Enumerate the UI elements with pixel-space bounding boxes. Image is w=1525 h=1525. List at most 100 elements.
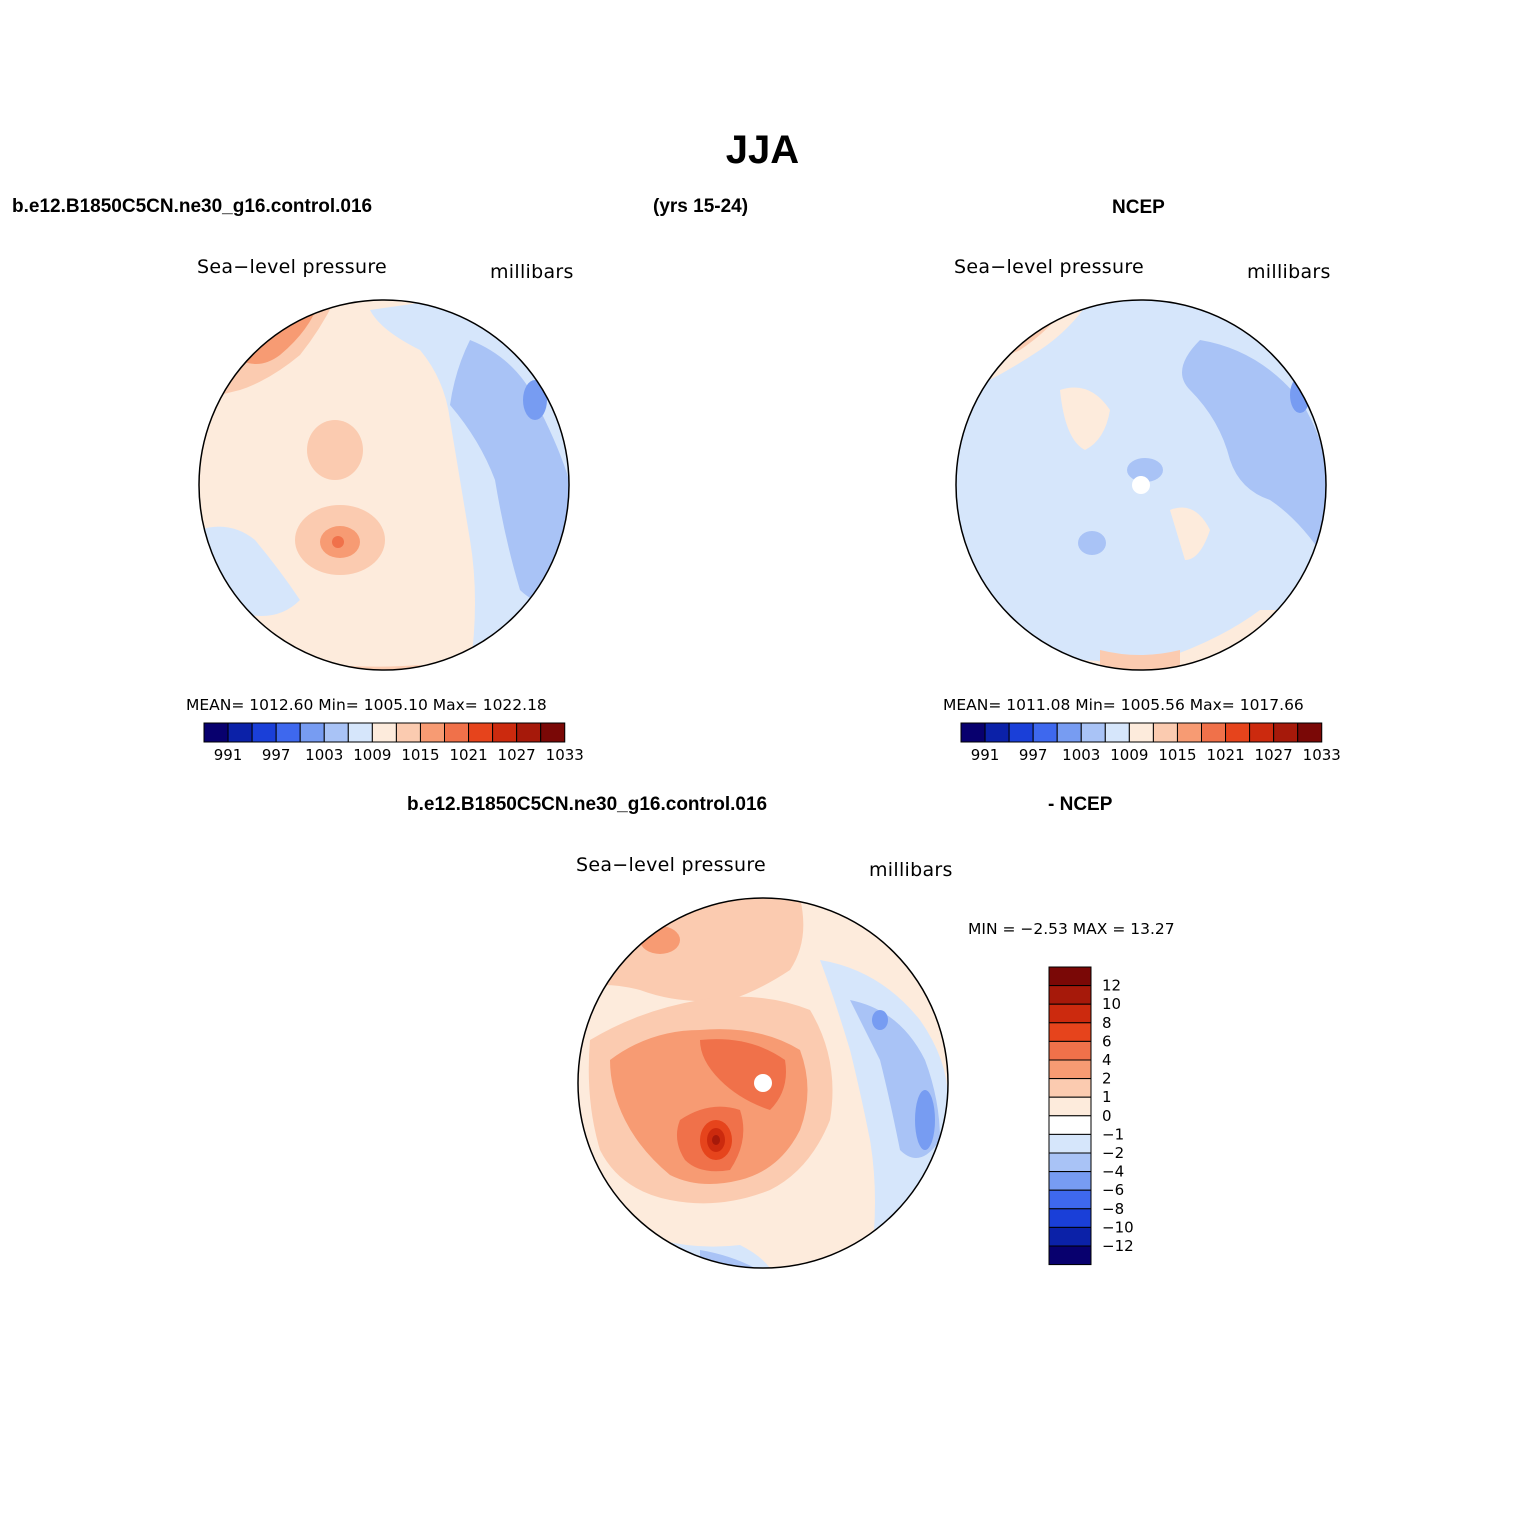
colorbar-tick-label: −6 — [1102, 1181, 1124, 1199]
colorbar-tick-label: −1 — [1102, 1125, 1124, 1143]
colorbar-swatch — [1080, 722, 1106, 743]
colorbar-tick-label: −10 — [1102, 1218, 1134, 1236]
years-header: (yrs 15-24) — [653, 196, 749, 217]
diff-units-label: millibars — [869, 859, 953, 881]
obs-header: NCEP — [1112, 197, 1165, 218]
diff-case-header: b.e12.B1850C5CN.ne30_g16.control.016 — [407, 794, 768, 815]
colorbar-swatch — [1056, 722, 1082, 743]
colorbar-swatch — [1048, 1096, 1092, 1117]
colorbar-tick-label: 12 — [1102, 977, 1121, 995]
colorbar-swatch — [1008, 722, 1034, 743]
colorbar-swatch — [1048, 1059, 1092, 1080]
colorbar-swatch — [516, 722, 542, 743]
colorbar-tick-label: 0 — [1102, 1107, 1112, 1125]
colorbar-tick-label: 1021 — [1206, 746, 1244, 764]
colorbar-swatch — [1048, 1133, 1092, 1154]
colorbar-swatch — [395, 722, 421, 743]
colorbar-tick-label: 991 — [971, 746, 1000, 764]
diff-obs-header: - NCEP — [1048, 794, 1113, 815]
colorbar-tick-label: −8 — [1102, 1200, 1124, 1218]
colorbar-swatch — [299, 722, 325, 743]
colorbar-tick-label: 1021 — [449, 746, 487, 764]
colorbar-tick-label: 6 — [1102, 1032, 1112, 1050]
colorbar-swatch — [1032, 722, 1058, 743]
model-stats: MEAN= 1012.60 Min= 1005.10 Max= 1022.18 — [186, 696, 547, 714]
colorbar-tick-label: 1 — [1102, 1088, 1112, 1106]
colorbar-swatch — [227, 722, 253, 743]
obs-units-label: millibars — [1247, 261, 1331, 283]
diff-map — [577, 897, 949, 1269]
colorbar-tick-label: −12 — [1102, 1237, 1134, 1255]
obs-stats: MEAN= 1011.08 Min= 1005.56 Max= 1017.66 — [943, 696, 1304, 714]
colorbar-tick-label: 1015 — [1158, 746, 1196, 764]
colorbar-swatch — [1048, 1171, 1092, 1191]
model-map — [198, 299, 570, 671]
colorbar-swatch — [1104, 722, 1130, 743]
colorbar-swatch — [1048, 1189, 1092, 1210]
model-colorbar: 991 997 1003 1009 1015 1021 1027 1033 — [203, 722, 584, 764]
colorbar-tick-label: −2 — [1102, 1144, 1124, 1162]
colorbar-swatch — [1048, 966, 1092, 987]
colorbar-tick-label: 2 — [1102, 1070, 1112, 1088]
colorbar-swatch — [1048, 1040, 1092, 1061]
colorbar-swatch — [444, 722, 470, 743]
colorbar-swatch — [1048, 1152, 1092, 1173]
model-variable-label: Sea−level pressure — [197, 256, 388, 278]
colorbar-swatch — [1273, 722, 1299, 743]
colorbar-swatch — [1048, 1226, 1092, 1247]
colorbar-tick-label: −4 — [1102, 1163, 1124, 1181]
colorbar-tick-label: 1003 — [305, 746, 343, 764]
colorbar-swatch — [468, 722, 494, 743]
colorbar-tick-label: 1009 — [1110, 746, 1148, 764]
colorbar-swatch — [1249, 722, 1275, 743]
colorbar-swatch — [371, 722, 397, 743]
colorbar-swatch — [1048, 1115, 1092, 1135]
colorbar-swatch — [275, 722, 301, 743]
colorbar-tick-label: 1003 — [1062, 746, 1100, 764]
colorbar-swatch — [203, 722, 229, 743]
colorbar-swatch — [1201, 722, 1227, 743]
colorbar-tick-label: 1033 — [546, 746, 584, 764]
colorbar-tick-label: 10 — [1102, 995, 1121, 1013]
colorbar-tick-label: 4 — [1102, 1051, 1112, 1069]
colorbar-tick-label: 1033 — [1303, 746, 1341, 764]
colorbar-swatch — [1297, 722, 1323, 743]
colorbar-swatch — [1048, 1078, 1092, 1098]
colorbar-swatch — [1152, 722, 1178, 743]
colorbar-tick-label: 1027 — [1255, 746, 1293, 764]
colorbar-tick-label: 1015 — [401, 746, 439, 764]
colorbar-swatch — [323, 722, 349, 743]
colorbar-swatch — [960, 722, 986, 743]
diff-stats: MIN = −2.53 MAX = 13.27 — [968, 920, 1175, 938]
pole-marker — [754, 1074, 772, 1092]
obs-variable-label: Sea−level pressure — [954, 256, 1145, 278]
colorbar-tick-label: 1027 — [498, 746, 536, 764]
colorbar-tick-label: 991 — [214, 746, 243, 764]
obs-map — [955, 299, 1327, 671]
obs-colorbar: 991 997 1003 1009 1015 1021 1027 1033 — [960, 722, 1341, 764]
colorbar-swatch — [540, 722, 566, 743]
colorbar-tick-label: 1009 — [353, 746, 391, 764]
diff-variable-label: Sea−level pressure — [576, 854, 767, 876]
colorbar-swatch — [1128, 722, 1154, 743]
colorbar-swatch — [1048, 1208, 1092, 1228]
colorbar-swatch — [419, 722, 446, 743]
colorbar-swatch — [1048, 1022, 1092, 1042]
colorbar-tick-label: 8 — [1102, 1014, 1112, 1032]
figure-title: JJA — [725, 128, 800, 172]
pole-marker — [1132, 476, 1150, 494]
colorbar-swatch — [347, 722, 373, 743]
colorbar-swatch — [1225, 722, 1251, 743]
colorbar-swatch — [1176, 722, 1202, 743]
colorbar-swatch — [1048, 985, 1092, 1005]
colorbar-swatch — [1048, 1245, 1092, 1266]
colorbar-tick-label: 997 — [262, 746, 291, 764]
colorbar-tick-label: 997 — [1019, 746, 1048, 764]
colorbar-swatch — [1048, 1003, 1092, 1024]
model-units-label: millibars — [490, 261, 574, 283]
model-case-header: b.e12.B1850C5CN.ne30_g16.control.016 — [12, 196, 373, 217]
colorbar-swatch — [251, 722, 277, 743]
colorbar-swatch — [492, 722, 518, 743]
